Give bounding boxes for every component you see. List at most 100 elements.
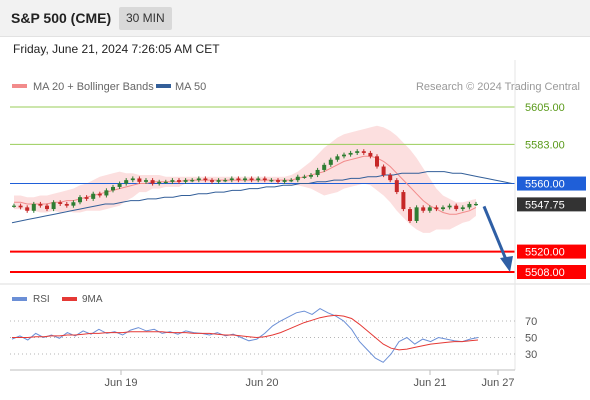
level-tag-5547.75: [517, 197, 586, 212]
x-tick-label: Jun 19: [104, 377, 137, 389]
candle-body: [401, 192, 406, 210]
rsi-ma-line: [12, 314, 479, 351]
candle-body: [104, 190, 109, 196]
copyright-text: Research © 2024 Trading Central: [416, 81, 580, 93]
candle-body: [335, 156, 340, 160]
candle-body: [348, 152, 353, 155]
level-tag-5508.00: [517, 265, 586, 279]
candle-body: [262, 178, 267, 181]
candle-body: [295, 176, 300, 181]
rsi-tick-70: 70: [525, 316, 537, 328]
candle-body: [441, 207, 445, 210]
level-label-5547.75: 5547.75: [525, 199, 565, 211]
ma20-legend-swatch: [12, 84, 27, 88]
candle-body: [355, 151, 360, 153]
candle-body: [315, 169, 320, 176]
candle-body: [196, 178, 201, 181]
x-tick-label: Jun 27: [481, 377, 514, 389]
candle-body: [12, 205, 16, 207]
candle-body: [71, 202, 76, 206]
timestamp: Friday, June 21, 2024 7:26:05 AM CET: [13, 42, 220, 56]
level-label-5520.00: 5520.00: [525, 247, 565, 259]
level-label-5605.00: 5605.00: [525, 102, 565, 114]
rsi-legend-label: RSI: [33, 294, 50, 305]
candle-body: [150, 180, 155, 184]
candle-body: [381, 166, 386, 176]
rsi-line: [11, 308, 479, 363]
candle-body: [460, 207, 465, 210]
candle-body: [216, 180, 221, 182]
candle-body: [289, 180, 294, 182]
candle-body: [276, 180, 280, 182]
candle-body: [282, 180, 287, 182]
candle-body: [375, 156, 379, 167]
candle-body: [454, 205, 459, 210]
candle-body: [97, 193, 102, 196]
candle-body: [236, 178, 241, 181]
candle-body: [309, 175, 313, 177]
candle-body: [144, 180, 148, 182]
candle-body: [388, 175, 393, 181]
candle-body: [190, 180, 195, 182]
candle-body: [210, 180, 214, 182]
level-label-5583.00: 5583.00: [525, 139, 565, 151]
candle-body: [51, 202, 56, 210]
candle-body: [223, 180, 228, 182]
candle-body: [38, 203, 43, 206]
rsi-ma-legend-label: 9MA: [82, 294, 103, 305]
candle-body: [78, 197, 82, 203]
candle-body: [421, 207, 426, 211]
candle-body: [25, 207, 30, 211]
candle-body: [18, 205, 23, 208]
rsi-tick-50: 50: [525, 333, 537, 345]
x-tick-label: Jun 21: [413, 377, 446, 389]
x-tick-label: Jun 20: [245, 377, 278, 389]
rsi-tick-30: 30: [525, 349, 537, 361]
candle-body: [328, 159, 333, 165]
level-label-5560.00: 5560.00: [525, 179, 565, 191]
candle-body: [361, 151, 366, 153]
candle-body: [229, 178, 234, 181]
projection-arrowhead: [500, 256, 513, 272]
ma50-legend-swatch: [156, 84, 171, 88]
candle-body: [434, 207, 439, 210]
candle-body: [130, 178, 135, 181]
candle-body: [394, 180, 399, 193]
candle-body: [408, 209, 412, 221]
candle-body: [342, 154, 346, 157]
candle-body: [157, 181, 162, 184]
candle-body: [64, 203, 69, 206]
candle-body: [203, 178, 208, 181]
ma50-line: [11, 171, 513, 224]
candle-body: [447, 205, 452, 208]
candle-body: [269, 180, 274, 182]
level-tag-5560.00: [517, 176, 586, 191]
candle-body: [117, 183, 122, 187]
chart-header: S&P 500 (CME) 30 MIN: [0, 0, 590, 37]
level-tag-5520.00: [517, 244, 586, 259]
candle-body: [124, 180, 129, 184]
candle-body: [137, 178, 142, 182]
candle-body: [31, 203, 36, 211]
candle-body: [58, 202, 63, 204]
candle-body: [249, 178, 254, 181]
rsi-legend-swatch: [12, 297, 27, 301]
candle-body: [467, 203, 472, 208]
candle-body: [243, 178, 247, 181]
candle-body: [256, 178, 261, 181]
candle-body: [414, 207, 419, 221]
candle-body: [84, 197, 89, 199]
projection-arrow: [482, 205, 509, 263]
interval-badge[interactable]: 30 MIN: [119, 7, 172, 30]
candle-body: [170, 180, 175, 182]
ma50-legend-label: MA 50: [175, 81, 206, 93]
instrument-title: S&P 500 (CME): [11, 10, 112, 26]
candle-body: [91, 193, 96, 199]
candle-body: [474, 203, 478, 206]
candle-body: [177, 180, 181, 182]
level-label-5508.00: 5508.00: [525, 267, 565, 279]
candle-body: [45, 205, 49, 210]
candle-body: [163, 181, 168, 184]
candle-body: [368, 152, 373, 157]
